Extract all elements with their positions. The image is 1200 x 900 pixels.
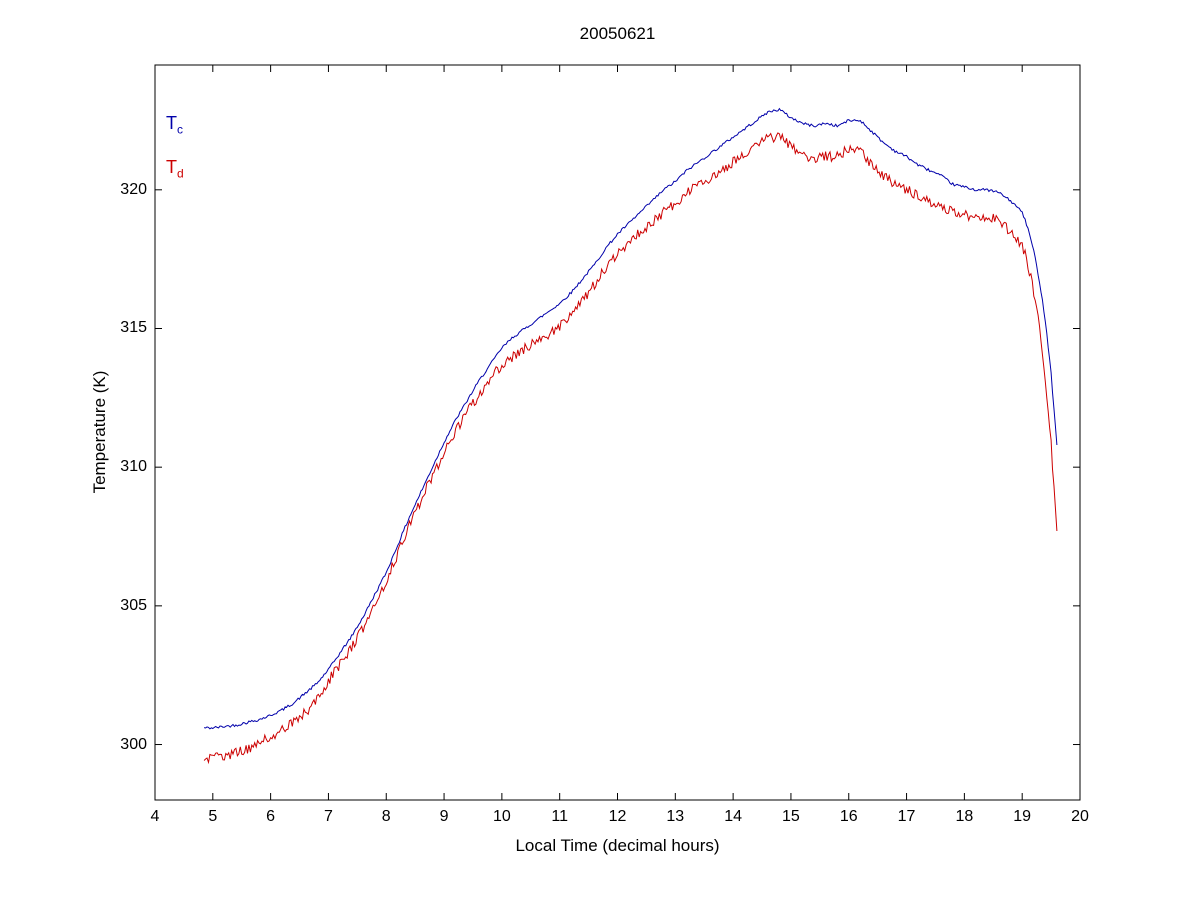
legend-entry-td: Td xyxy=(166,157,184,181)
x-tick-label: 6 xyxy=(266,808,276,825)
y-tick-label: 300 xyxy=(120,735,147,753)
y-tick-label: 310 xyxy=(120,458,147,476)
x-axis-label: Local Time (decimal hours) xyxy=(515,836,720,855)
plot-box xyxy=(154,64,1081,801)
legend-entry-tc: Tc xyxy=(166,113,183,137)
series-Tc xyxy=(203,107,1058,730)
x-tick-label: 13 xyxy=(666,808,685,825)
x-tick-label: 9 xyxy=(439,808,449,825)
y-tick-label: 315 xyxy=(120,319,147,337)
y-tick-label: 305 xyxy=(120,596,147,614)
x-tick-label: 16 xyxy=(839,808,858,825)
x-tick-label: 15 xyxy=(782,808,800,825)
series-Td xyxy=(203,132,1058,765)
x-tick-label: 5 xyxy=(208,808,218,825)
legend-tc-sub: c xyxy=(177,122,183,137)
x-tick-label: 18 xyxy=(955,808,974,825)
chart-title: 20050621 xyxy=(579,24,656,43)
x-tick-label: 8 xyxy=(381,808,391,825)
x-tick-label: 19 xyxy=(1013,808,1032,825)
x-tick-label: 14 xyxy=(724,808,743,825)
legend-td-base: T xyxy=(166,157,177,177)
x-tick-label: 10 xyxy=(492,808,511,825)
x-tick-label: 4 xyxy=(150,808,160,825)
x-tick-label: 20 xyxy=(1071,808,1089,825)
legend-td-sub: d xyxy=(177,166,184,181)
x-tick-label: 12 xyxy=(608,808,627,825)
x-tick-label: 11 xyxy=(551,808,568,825)
legend-tc-base: T xyxy=(166,113,177,133)
x-tick-label: 17 xyxy=(897,808,916,825)
x-tick-label: 7 xyxy=(323,808,333,825)
y-tick-label: 320 xyxy=(120,180,147,198)
